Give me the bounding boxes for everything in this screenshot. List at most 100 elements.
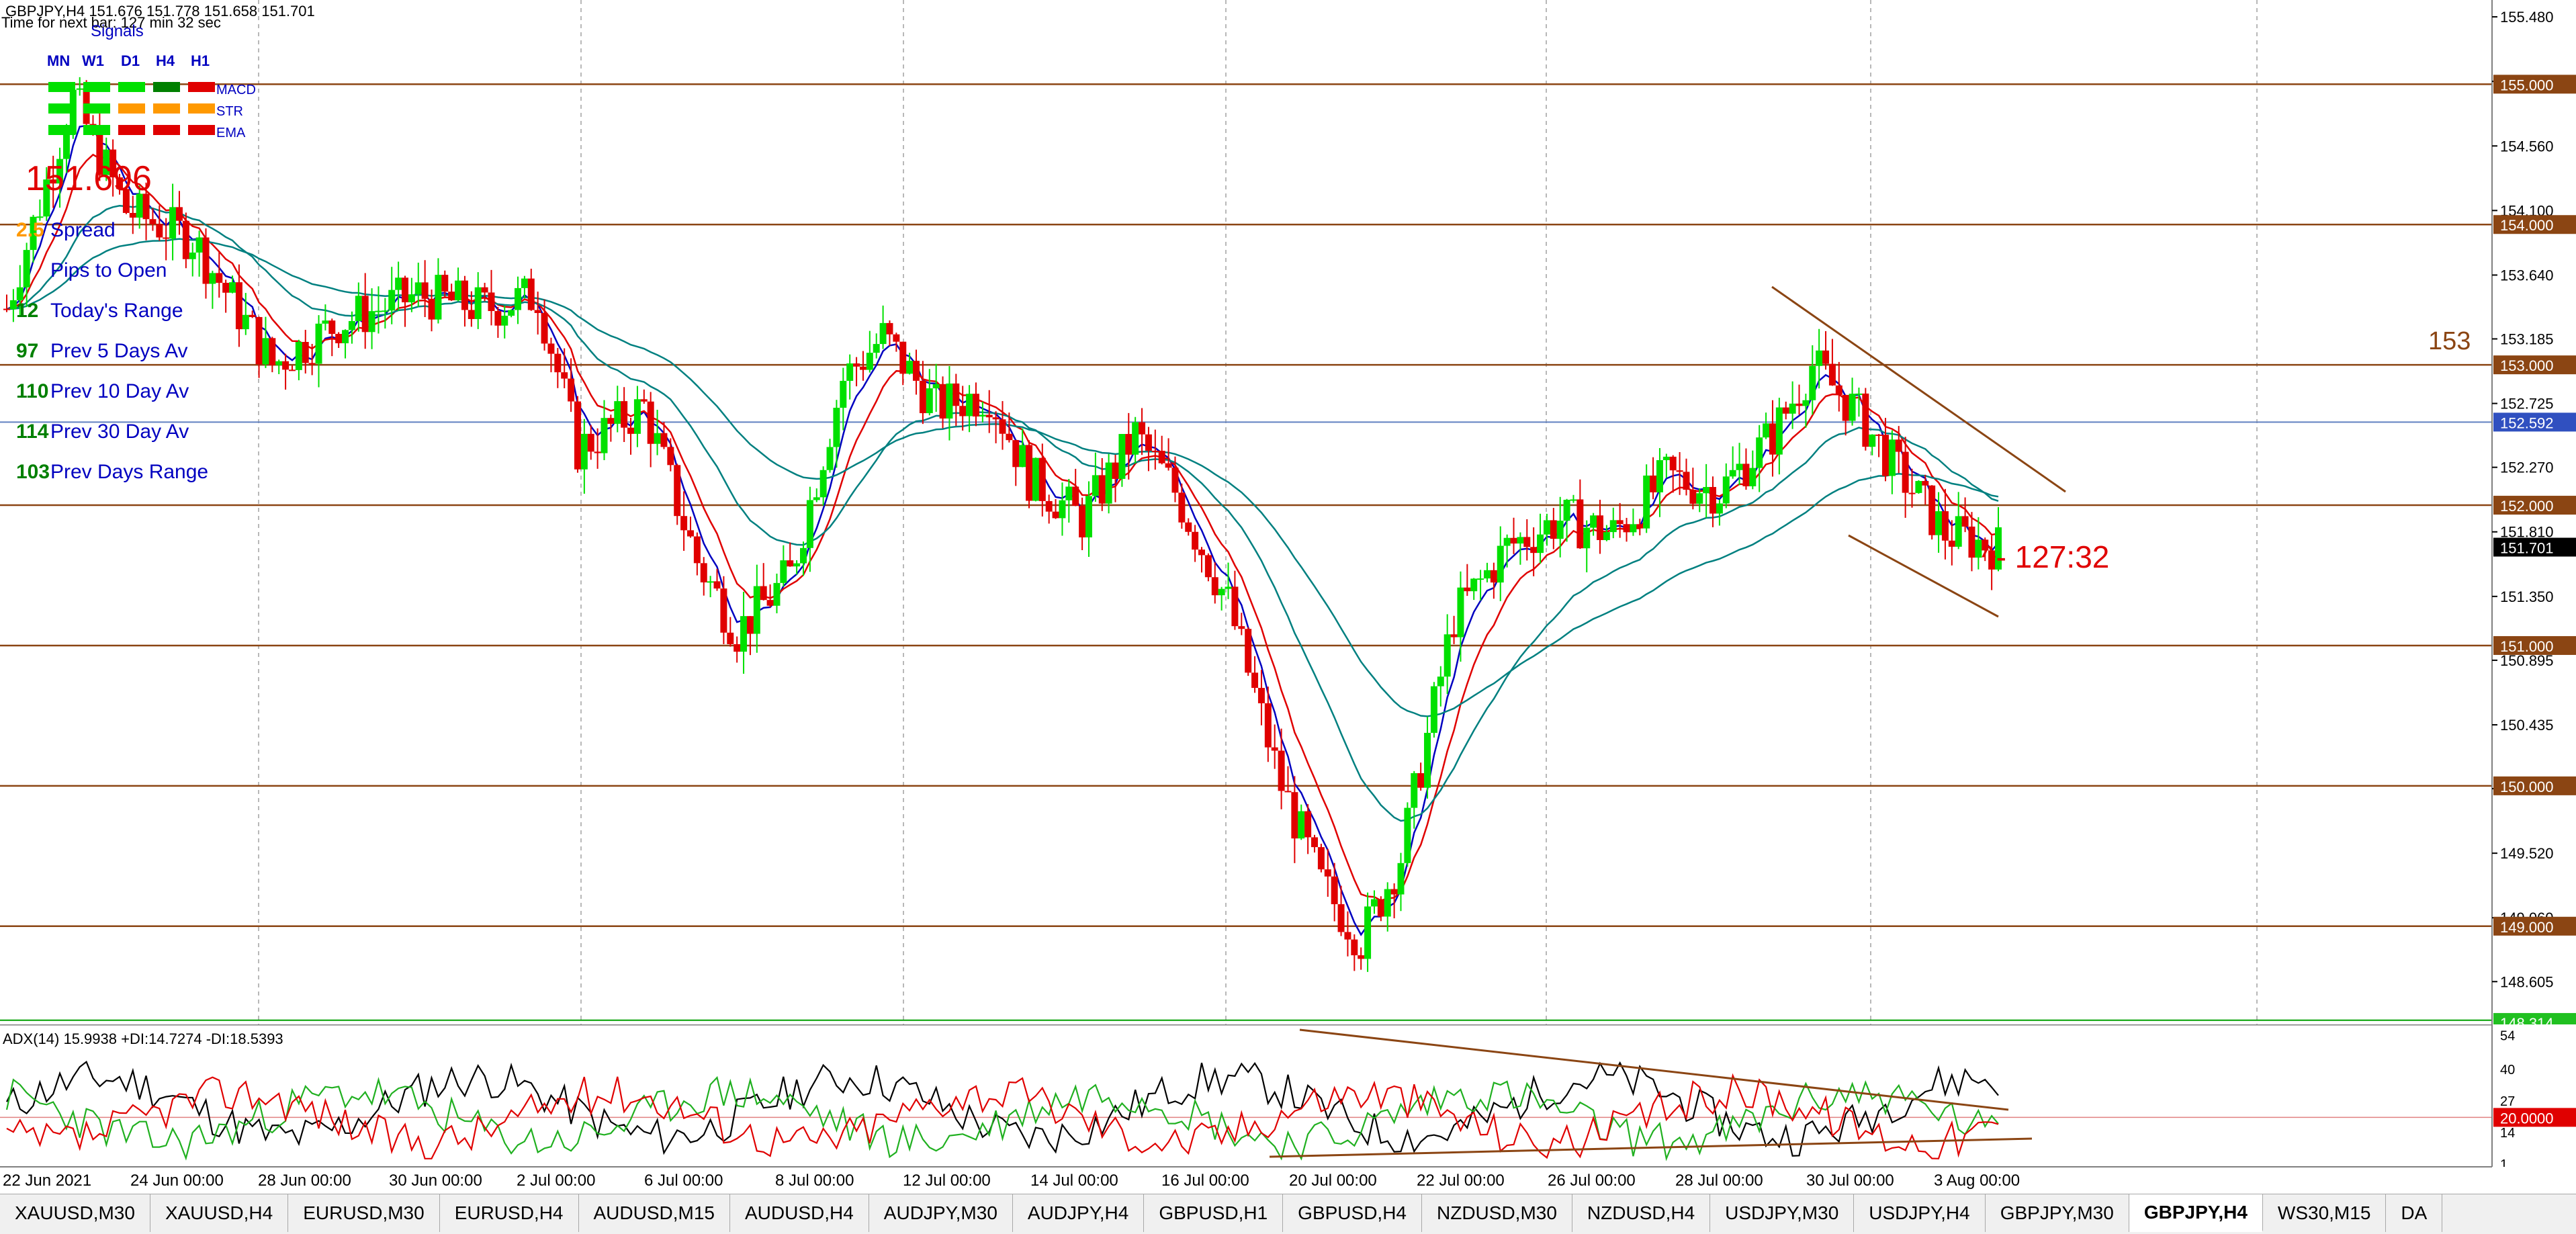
candle-body bbox=[122, 189, 130, 213]
candle-body bbox=[229, 282, 236, 293]
price-chart[interactable]: 155.480155.020154.560154.100153.640153.1… bbox=[0, 0, 2576, 1024]
time-tick-label: 26 Jul 00:00 bbox=[1548, 1172, 1636, 1190]
candle-body bbox=[116, 177, 124, 189]
candle-body bbox=[1869, 434, 1876, 447]
candle-body bbox=[1098, 475, 1106, 504]
chart-tab[interactable]: USDJPY,M30 bbox=[1710, 1194, 1855, 1232]
candle-body bbox=[813, 497, 820, 500]
candle-body bbox=[288, 369, 296, 371]
candle-body bbox=[1736, 464, 1743, 470]
time-tick-label: 24 Jun 00:00 bbox=[130, 1172, 224, 1190]
candle-body bbox=[1590, 515, 1597, 528]
candle-body bbox=[1769, 423, 1776, 455]
candle-body bbox=[1616, 520, 1624, 525]
candle-body bbox=[109, 149, 117, 178]
time-tick-label: 30 Jun 00:00 bbox=[389, 1172, 482, 1190]
candle-body bbox=[1650, 475, 1657, 492]
candle-body bbox=[1802, 400, 1810, 406]
chart-tab[interactable]: AUDUSD,M15 bbox=[579, 1194, 730, 1232]
dashboard-value: 97 bbox=[16, 340, 38, 362]
candle-body bbox=[163, 237, 170, 239]
candle-body bbox=[1888, 439, 1896, 476]
candle-body bbox=[1112, 462, 1119, 479]
chart-tab[interactable]: GBPJPY,H4 bbox=[2129, 1194, 2263, 1232]
candle-body bbox=[62, 134, 70, 159]
candle-body bbox=[899, 341, 907, 374]
candle-body bbox=[654, 433, 661, 444]
chart-tab[interactable]: GBPJPY,M30 bbox=[1986, 1194, 2129, 1232]
candle-body bbox=[1570, 499, 1577, 501]
candle-body bbox=[893, 334, 900, 342]
chart-tab[interactable]: XAUUSD,M30 bbox=[0, 1194, 150, 1232]
chart-tab[interactable]: GBPUSD,H1 bbox=[1144, 1194, 1284, 1232]
candle-body bbox=[342, 330, 349, 343]
countdown-label: ^- 127:32 bbox=[1982, 539, 2109, 574]
chart-tab[interactable]: WS30,M15 bbox=[2263, 1194, 2387, 1232]
candle-body bbox=[746, 616, 754, 634]
candles bbox=[3, 77, 2002, 972]
candle-body bbox=[275, 361, 283, 365]
candle-body bbox=[1941, 511, 1949, 541]
candle-body bbox=[859, 366, 867, 370]
chart-tab[interactable]: EURUSD,H4 bbox=[440, 1194, 579, 1232]
price-tick-label: 150.435 bbox=[2500, 717, 2554, 734]
level-price-box bbox=[2493, 916, 2576, 936]
candle-body bbox=[1968, 526, 1975, 558]
candle-body bbox=[1397, 863, 1405, 895]
candle-body bbox=[766, 600, 774, 606]
dashboard-value: 110 bbox=[16, 380, 48, 402]
candle-body bbox=[43, 179, 50, 217]
candle-body bbox=[1742, 464, 1750, 486]
candle-body bbox=[985, 414, 993, 418]
time-tick-label: 16 Jul 00:00 bbox=[1161, 1172, 1249, 1190]
candle-body bbox=[461, 280, 468, 310]
candle-body bbox=[919, 380, 926, 414]
adx-tick-label: 1 bbox=[2500, 1157, 2507, 1172]
candle-body bbox=[700, 563, 707, 582]
candle-body bbox=[1411, 773, 1418, 808]
candle-body bbox=[1510, 537, 1517, 544]
candle-body bbox=[50, 179, 57, 184]
chart-tab[interactable]: AUDJPY,H4 bbox=[1013, 1194, 1145, 1232]
chart-tab[interactable]: GBPUSD,H4 bbox=[1283, 1194, 1422, 1232]
adx-indicator-panel[interactable]: ADX(14) 15.9938 +DI:14.7274 -DI:18.5393 … bbox=[0, 1024, 2576, 1194]
candle-body bbox=[1317, 847, 1325, 870]
candle-body bbox=[1583, 527, 1591, 549]
candle-body bbox=[1961, 516, 1969, 527]
candle-body bbox=[1988, 550, 1996, 570]
candle-body bbox=[1855, 393, 1863, 395]
candle-body bbox=[1603, 532, 1610, 540]
timeframe-labels: MN W1 D1 H4 H1 bbox=[47, 52, 210, 69]
candle-body bbox=[23, 250, 30, 288]
chart-tab[interactable]: XAUUSD,H4 bbox=[150, 1194, 289, 1232]
candle-body bbox=[388, 290, 396, 311]
level-price-box-label: 150.000 bbox=[2500, 779, 2554, 795]
candle-body bbox=[1264, 703, 1272, 748]
chart-tab[interactable]: AUDJPY,M30 bbox=[869, 1194, 1013, 1232]
chart-tab[interactable]: NZDUSD,M30 bbox=[1422, 1194, 1572, 1232]
candle-body bbox=[402, 277, 408, 303]
chart-tab[interactable]: AUDUSD,H4 bbox=[730, 1194, 869, 1232]
level-price-box-label: 149.000 bbox=[2500, 919, 2554, 936]
di-minus-line bbox=[6, 1073, 1999, 1159]
candle-body bbox=[1543, 520, 1550, 535]
time-tick-label: 22 Jun 2021 bbox=[3, 1172, 91, 1190]
candle-body bbox=[972, 394, 979, 417]
candle-body bbox=[468, 310, 475, 319]
chart-tab[interactable]: NZDUSD,H4 bbox=[1572, 1194, 1711, 1232]
dashboard-label: Prev 30 Day Av bbox=[50, 421, 189, 443]
bid-price-box bbox=[2493, 412, 2576, 432]
chart-tab[interactable]: DA bbox=[2386, 1194, 2443, 1232]
candle-body bbox=[36, 216, 44, 218]
candle-body bbox=[1789, 403, 1796, 414]
candle-body bbox=[521, 278, 528, 288]
chart-tab[interactable]: EURUSD,M30 bbox=[288, 1194, 440, 1232]
candle-body bbox=[1955, 516, 1962, 547]
chart-tab[interactable]: USDJPY,H4 bbox=[1854, 1194, 1986, 1232]
candle-body bbox=[156, 224, 163, 238]
candle-body bbox=[959, 406, 967, 416]
candle-body bbox=[1842, 394, 1849, 421]
candle-body bbox=[209, 273, 216, 284]
candle-body bbox=[1683, 472, 1690, 490]
candle-body bbox=[727, 632, 734, 644]
